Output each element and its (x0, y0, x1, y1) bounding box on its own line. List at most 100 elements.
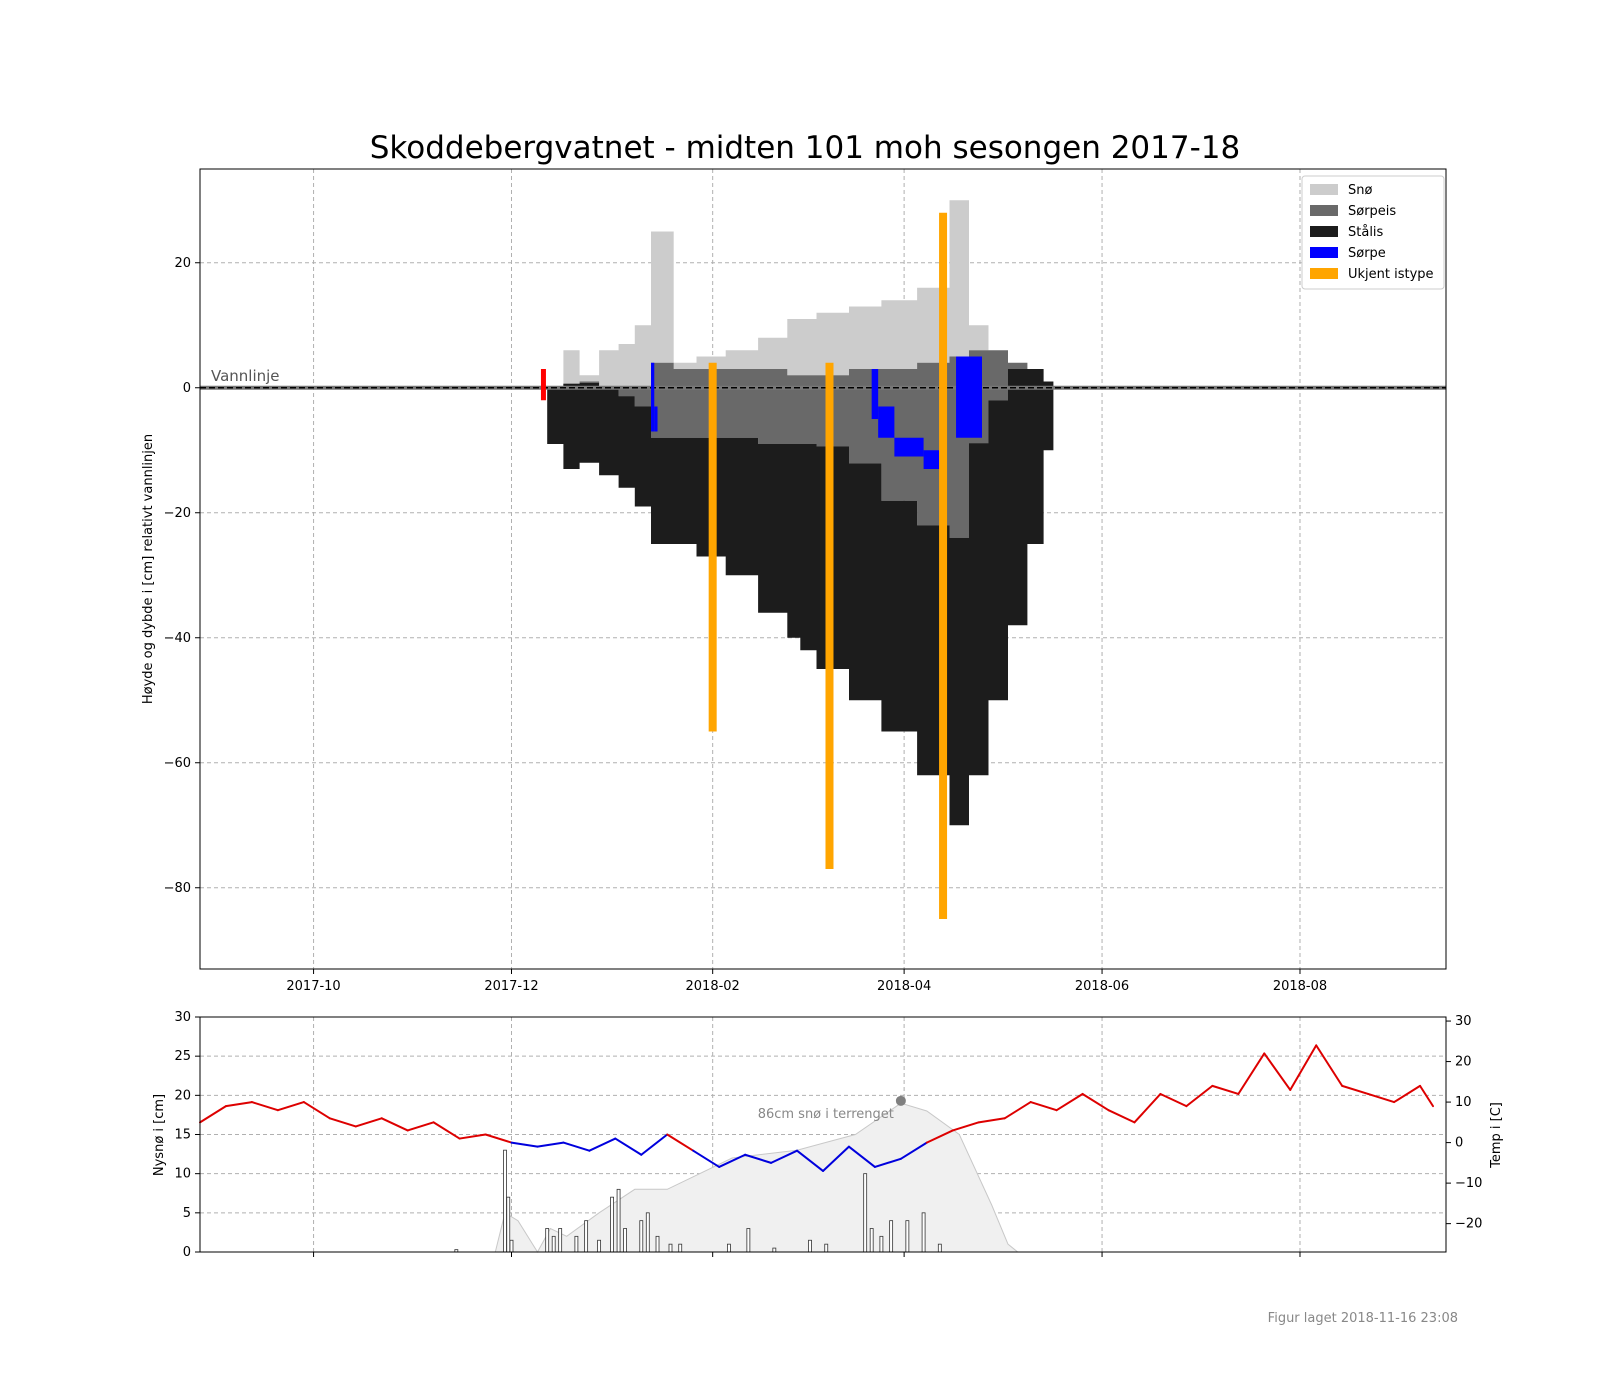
new-snow-bar (921, 1212, 926, 1253)
temperature-segment (1237, 1052, 1266, 1095)
temperature-segment (1289, 1044, 1318, 1091)
temperature-segment (536, 1141, 565, 1148)
temperature-segment (718, 1153, 747, 1168)
main-y-axis-label: Høyde og dybde i [cm] relativt vannlinje… (141, 434, 156, 704)
new-snow-bar (623, 1228, 627, 1253)
figure-footer: Figur laget 2018-11-16 23:08 (1268, 1311, 1458, 1326)
temperature-segment (1211, 1084, 1240, 1095)
new-snow-bar (610, 1196, 614, 1253)
left-tick-label: 10 (174, 1167, 191, 1182)
temperature-segment (276, 1101, 305, 1112)
new-snow-bar (574, 1235, 579, 1253)
new-snow-bar (584, 1220, 589, 1253)
x-tick-label: 2018-04 (877, 979, 931, 994)
measurement-start-marker (540, 369, 546, 401)
temperature-segment (484, 1133, 513, 1144)
temperature-segment (1003, 1101, 1032, 1120)
slush-ice-layer (547, 350, 1054, 538)
new-snow-bar (655, 1235, 660, 1253)
slush-segment (878, 406, 895, 438)
left-tick-label: 5 (183, 1206, 191, 1221)
lower-left-axis-label: Nysnø i [cm] (152, 1094, 167, 1176)
unknown-ice-bar (825, 362, 834, 869)
temperature-segment (432, 1121, 461, 1140)
x-tick-label: 2018-06 (1075, 979, 1129, 994)
y-tick-label: −60 (164, 756, 191, 771)
new-snow-bar (869, 1228, 874, 1253)
left-tick-label: 0 (183, 1245, 191, 1260)
ice-overlays (200, 212, 1446, 919)
weather-plot: 0 5 10 15 20 25 30 −20 −10 0 10 20 30 86cm snø i ter… (152, 1010, 1504, 1260)
new-snow-bar (863, 1173, 868, 1253)
new-snow-bar (545, 1228, 550, 1253)
main-ticks: 2017-10 2017-12 2018-02 2018-04 2018-06 2018-… (164, 256, 1328, 994)
snow-depth-marker (895, 1095, 906, 1106)
right-tick-label: −10 (1455, 1176, 1482, 1191)
snow-annotation-text: 86cm snø i terrenget (758, 1107, 894, 1122)
slush-segment (956, 356, 982, 438)
legend-swatch (1310, 268, 1338, 279)
legend-label: Snø (1348, 183, 1372, 198)
snow-annotation: 86cm snø i terrenget (758, 1095, 906, 1122)
new-snow-bar (597, 1239, 602, 1253)
new-snow-bar (746, 1228, 751, 1253)
y-tick-label: −40 (164, 631, 191, 646)
temperature-segment (1367, 1092, 1396, 1104)
temperature-segment (406, 1121, 435, 1132)
lower-right-axis-label: Temp i [C] (1489, 1102, 1504, 1169)
legend-swatch (1310, 226, 1338, 237)
temperature-segment (1029, 1101, 1058, 1112)
right-tick-label: 10 (1455, 1095, 1472, 1110)
temperature-segment (1263, 1052, 1292, 1091)
temperature-segment (1419, 1084, 1435, 1108)
temperature-segment (380, 1117, 409, 1132)
temperature-segment (1315, 1044, 1344, 1087)
temperature-segment (925, 1129, 954, 1144)
new-snow-bar (668, 1243, 673, 1253)
slush-segment (651, 362, 655, 432)
temperature-segment (588, 1137, 617, 1152)
main-grid (200, 169, 1446, 969)
legend-label: Sørpeis (1348, 204, 1396, 219)
legend-label: Ukjent istype (1348, 267, 1434, 282)
legend-box (1301, 175, 1445, 290)
snow-depth-area (494, 1102, 1020, 1253)
legend-swatch (1310, 184, 1338, 195)
right-tick-label: −20 (1455, 1217, 1482, 1232)
lower-ticks: 0 5 10 15 20 25 30 −20 −10 0 10 20 30 (174, 1010, 1482, 1260)
new-snow-bar (905, 1220, 910, 1253)
temperature-segment (977, 1117, 1006, 1124)
slush-segment (923, 450, 940, 469)
temperature-segment (1341, 1084, 1370, 1095)
temperature-segment (847, 1145, 876, 1168)
x-tick-label: 2017-10 (286, 979, 340, 994)
new-snow-bar (824, 1243, 829, 1253)
temperature-segment (1081, 1092, 1110, 1112)
new-snow-bar (558, 1228, 563, 1253)
temperature-segment (744, 1153, 773, 1164)
temperature-segment (328, 1117, 357, 1128)
new-snow-bar (551, 1235, 556, 1253)
temperature-segment (1185, 1084, 1214, 1108)
terrain-snow-depth (494, 1102, 1020, 1253)
left-tick-label: 30 (174, 1010, 191, 1025)
left-tick-label: 25 (174, 1049, 191, 1064)
temperature-segment (1133, 1092, 1162, 1124)
temperature-segment (302, 1101, 331, 1120)
temperature-segment (822, 1145, 850, 1172)
left-tick-label: 15 (174, 1128, 191, 1143)
slush-segment (871, 369, 879, 419)
slush-segment (654, 406, 658, 432)
legend-label: Sørpe (1348, 246, 1386, 261)
left-tick-label: 20 (174, 1088, 191, 1103)
new-snow-bar (772, 1247, 777, 1253)
x-tick-label: 2018-02 (686, 979, 740, 994)
temperature-segment (692, 1149, 721, 1168)
waterline-label: Vannlinje (211, 367, 280, 385)
new-snow-bar (879, 1235, 884, 1253)
new-snow-bar (616, 1188, 621, 1253)
legend-label: Stålis (1348, 225, 1384, 240)
temperature-segment (199, 1105, 227, 1124)
temperature-segment (614, 1137, 643, 1156)
